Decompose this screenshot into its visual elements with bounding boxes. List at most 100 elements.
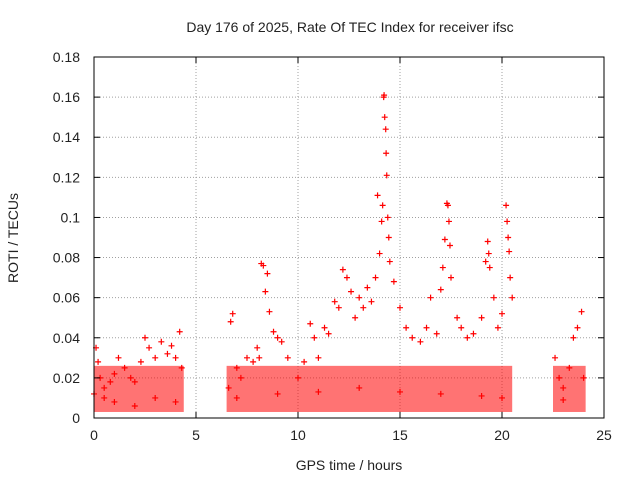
data-point xyxy=(360,304,367,311)
data-point xyxy=(454,314,461,321)
data-point xyxy=(383,172,390,179)
data-point xyxy=(482,258,489,265)
data-point xyxy=(266,308,273,315)
data-point xyxy=(335,304,342,311)
data-point xyxy=(397,304,403,311)
data-point xyxy=(504,218,511,225)
data-point xyxy=(274,390,281,397)
data-point xyxy=(458,324,465,331)
data-point xyxy=(403,324,410,331)
data-point xyxy=(101,394,108,401)
x-tick-label: 25 xyxy=(596,427,612,443)
data-point xyxy=(374,192,381,199)
y-tick-label: 0.12 xyxy=(53,169,80,185)
data-point xyxy=(95,358,102,365)
data-point xyxy=(390,278,397,285)
data-point xyxy=(478,314,485,321)
data-point xyxy=(111,398,118,405)
data-point xyxy=(560,396,567,403)
data-point xyxy=(485,250,492,257)
data-point xyxy=(225,384,232,391)
data-point xyxy=(339,266,346,273)
data-point xyxy=(315,354,322,361)
data-point xyxy=(478,392,485,399)
data-point xyxy=(506,248,513,255)
density-band xyxy=(553,365,586,412)
data-point xyxy=(356,384,363,391)
data-point xyxy=(152,354,159,361)
data-point xyxy=(256,354,263,361)
data-point xyxy=(158,338,165,345)
data-point xyxy=(227,318,234,325)
x-tick-label: 20 xyxy=(494,427,510,443)
data-point xyxy=(382,126,389,133)
data-point xyxy=(381,114,388,121)
data-point xyxy=(556,374,563,381)
data-point xyxy=(321,324,328,331)
data-point xyxy=(566,364,573,371)
data-point xyxy=(250,358,257,365)
y-tick-labels: 0 0.02 0.04 0.06 0.08 0.1 0.12 0.14 0.16 0.18 xyxy=(53,49,80,426)
data-point xyxy=(146,344,153,351)
data-point xyxy=(295,374,301,381)
data-point xyxy=(270,328,277,335)
data-point xyxy=(499,394,505,401)
data-point xyxy=(172,354,179,361)
data-point xyxy=(348,288,355,295)
data-point xyxy=(417,338,424,345)
data-point xyxy=(229,310,236,317)
data-point xyxy=(176,328,183,335)
data-point xyxy=(505,234,512,241)
data-point xyxy=(552,354,559,361)
data-point xyxy=(499,310,505,317)
x-tick-label: 0 xyxy=(90,427,98,443)
data-point xyxy=(168,342,175,349)
data-point xyxy=(274,334,281,341)
data-point xyxy=(131,402,138,409)
y-tick-label: 0.02 xyxy=(53,370,80,386)
x-tick-label: 15 xyxy=(392,427,408,443)
plot-frame xyxy=(93,56,605,419)
data-point xyxy=(127,374,134,381)
data-point xyxy=(325,330,332,337)
data-point xyxy=(437,390,444,397)
density-band xyxy=(226,365,513,412)
data-point xyxy=(433,330,440,337)
data-point xyxy=(503,202,510,209)
data-density-bands xyxy=(94,365,586,412)
y-axis-label: ROTI / TECUs xyxy=(5,193,21,283)
data-point xyxy=(131,378,138,385)
data-point xyxy=(386,258,393,265)
data-point xyxy=(260,262,267,269)
data-point xyxy=(343,274,350,281)
data-point xyxy=(444,202,451,209)
data-point xyxy=(486,264,493,271)
data-point xyxy=(439,264,446,271)
data-point xyxy=(381,92,388,99)
data-point xyxy=(574,324,581,331)
y-tick-label: 0 xyxy=(72,410,80,426)
data-point xyxy=(331,298,338,305)
data-point xyxy=(101,384,108,391)
data-point xyxy=(560,384,567,391)
data-point xyxy=(178,364,185,371)
data-point xyxy=(172,398,179,405)
data-point xyxy=(385,234,392,241)
data-point xyxy=(115,354,122,361)
density-band xyxy=(94,365,184,412)
y-tick-label: 0.1 xyxy=(61,209,81,225)
data-point xyxy=(364,284,371,291)
data-point xyxy=(383,150,390,157)
data-point xyxy=(379,202,386,209)
data-point xyxy=(490,294,497,301)
data-point xyxy=(121,364,128,371)
data-point xyxy=(233,394,240,401)
y-tick-label: 0.14 xyxy=(53,129,80,145)
data-point xyxy=(315,388,322,395)
data-point xyxy=(311,334,318,341)
y-tick-label: 0.18 xyxy=(53,49,80,65)
chart-title: Day 176 of 2025, Rate Of TEC Index for r… xyxy=(186,19,513,35)
data-point xyxy=(301,358,308,365)
data-point xyxy=(384,214,391,221)
data-point xyxy=(448,274,454,281)
